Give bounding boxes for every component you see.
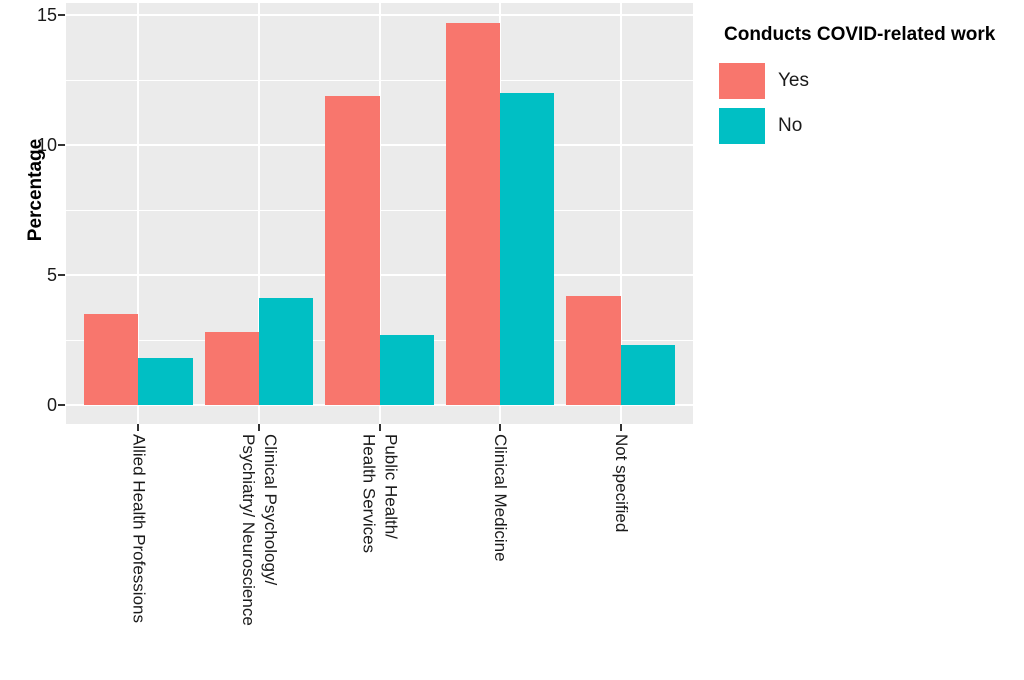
bar-no-1 (258, 298, 314, 405)
legend-title: Conducts COVID-related work (724, 24, 996, 45)
x-category-label: Not specified (611, 434, 631, 533)
legend-label: Yes (778, 70, 809, 91)
x-tick-mark (378, 424, 381, 431)
bar-no-2 (379, 334, 434, 405)
legend-swatch-no (719, 108, 765, 144)
bar-yes-1 (204, 332, 259, 405)
legend-item-no: No (719, 108, 995, 144)
y-tick-mark (58, 14, 65, 16)
y-tick-label: 5 (46, 265, 57, 285)
x-tick-mark (137, 424, 140, 431)
y-tick-mark (58, 274, 65, 276)
y-tick-label: 15 (36, 5, 57, 25)
plot-panel (66, 3, 693, 424)
legend-item-yes: Yes (719, 63, 995, 99)
legend-items: Yes No (716, 63, 995, 144)
gridline-major-vertical (619, 3, 622, 424)
x-category-label: Public Health/ Health Services (359, 434, 401, 554)
legend-label: No (778, 115, 803, 136)
bar-no-4 (620, 345, 676, 405)
x-tick-mark (619, 424, 622, 431)
y-tick-mark (58, 404, 65, 406)
x-category-label: Clinical Psychology/ Psychiatry/ Neurosc… (238, 434, 280, 626)
gridline-major-vertical (378, 3, 381, 424)
y-tick-label: 10 (36, 135, 57, 155)
bar-yes-0 (84, 314, 139, 405)
bar-yes-2 (325, 95, 380, 405)
x-tick-mark (257, 424, 260, 431)
y-tick-label: 0 (46, 395, 57, 415)
legend-swatch-yes (719, 63, 765, 99)
gridline-major-vertical (257, 3, 260, 424)
x-tick-mark (499, 424, 502, 431)
x-category-label: Clinical Medicine (491, 434, 511, 562)
gridline-major-vertical (137, 3, 140, 424)
bar-no-0 (138, 358, 193, 405)
bar-yes-3 (445, 22, 501, 405)
bar-yes-4 (566, 295, 621, 405)
y-tick-mark (58, 144, 65, 146)
bar-no-3 (500, 93, 555, 405)
x-category-label: Allied Health Professions (129, 434, 149, 623)
legend: Conducts COVID-related work Yes No (716, 24, 995, 153)
